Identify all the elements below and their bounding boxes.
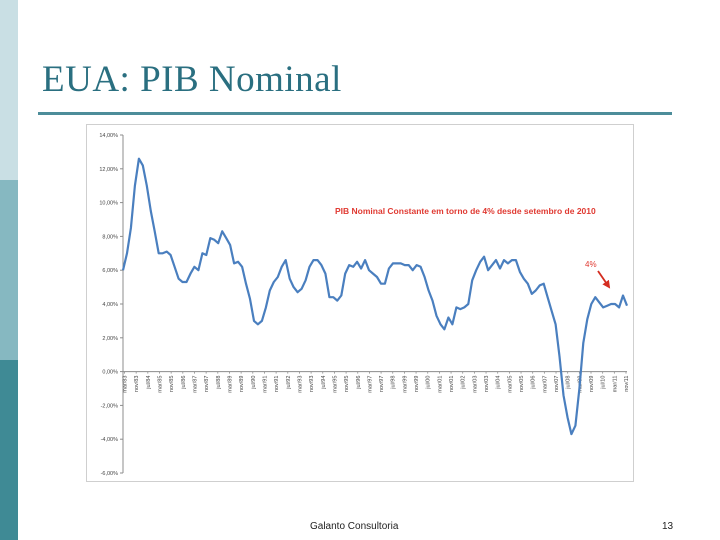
- x-tick-label: jul/10: [601, 376, 607, 390]
- series-layer: [121, 157, 629, 436]
- slide-title: EUA: PIB Nominal: [42, 59, 342, 100]
- x-tick-label: nov/09: [589, 376, 595, 393]
- title-underline: [38, 112, 672, 115]
- x-tick-label: nov/05: [519, 376, 525, 393]
- y-tick-label: -4,00%: [101, 437, 119, 443]
- gdp-series-line: [121, 157, 629, 436]
- x-tick-label: mar/11: [612, 376, 618, 393]
- page-number: 13: [662, 521, 674, 532]
- x-tick-label: nov/97: [379, 376, 385, 393]
- x-tick-label: jul/04: [496, 376, 502, 390]
- y-tick-label: 14,00%: [99, 133, 118, 139]
- y-tick-label: 6,00%: [102, 268, 118, 274]
- y-tick-label: 0,00%: [102, 370, 118, 376]
- side-bar-middle: [0, 180, 18, 360]
- gdp-line-chart: 14,00% 12,00% 10,00% 8,00% 6,00% 4,00% 2,00% 0,…: [99, 133, 630, 477]
- footer-company: Galanto Consultoria: [310, 521, 399, 532]
- annotation-layer: PIB Nominal Constante em torno de 4% des…: [335, 206, 611, 289]
- x-tick-label: nov/07: [554, 376, 560, 393]
- x-tick-label: jul/92: [286, 376, 292, 390]
- y-tick-label: 12,00%: [99, 167, 118, 173]
- x-tick-label: mar/95: [332, 376, 338, 393]
- x-tick-label: nov/83: [134, 376, 140, 393]
- x-tick-label: jul/06: [531, 376, 537, 390]
- x-tick-label: jul/96: [356, 376, 362, 390]
- x-tick-label: jul/02: [461, 376, 467, 390]
- y-tick-label: 4,00%: [102, 302, 118, 308]
- y-tick-label: 10,00%: [99, 201, 118, 207]
- x-tick-label: mar/85: [158, 376, 164, 393]
- x-tick-label: nov/11: [624, 376, 630, 392]
- x-tick-label: mar/83: [123, 376, 129, 393]
- chart-frame: 14,00% 12,00% 10,00% 8,00% 6,00% 4,00% 2,00% 0,…: [86, 124, 634, 482]
- axes-layer: 14,00% 12,00% 10,00% 8,00% 6,00% 4,00% 2,00% 0,…: [99, 133, 630, 477]
- annotation-4-percent: 4%: [585, 260, 597, 269]
- x-tick-label: mar/05: [507, 376, 513, 393]
- x-tick-label: jul/90: [251, 376, 257, 390]
- x-tick-label: mar/93: [297, 376, 303, 393]
- x-tick-label: mar/97: [367, 376, 373, 393]
- x-tick-label: mar/01: [437, 376, 443, 393]
- x-tick-label: jul/98: [391, 376, 397, 390]
- side-bar-top: [0, 0, 18, 180]
- x-tick-label: nov/95: [344, 376, 350, 393]
- x-tick-label: nov/87: [204, 376, 210, 393]
- x-tick-label: jul/00: [426, 376, 432, 390]
- x-tick-label: jul/88: [216, 376, 222, 390]
- x-tick-label: nov/85: [169, 376, 175, 393]
- x-tick-label: nov/89: [239, 376, 245, 393]
- x-tick-label: mar/99: [402, 376, 408, 393]
- x-tick-label: mar/07: [542, 376, 548, 393]
- x-tick-label: nov/01: [449, 376, 455, 393]
- y-tick-label: -6,00%: [101, 471, 119, 477]
- x-tick-label: mar/89: [228, 376, 234, 393]
- y-tick-label: 8,00%: [102, 234, 118, 240]
- x-tick-label: jul/94: [321, 376, 327, 390]
- x-tick-label: jul/86: [181, 376, 187, 390]
- x-tick-label: nov/93: [309, 376, 315, 393]
- side-bar-bottom: [0, 360, 18, 540]
- chart-title: PIB Nominal Constante em torno de 4% des…: [335, 206, 596, 216]
- x-tick-label: nov/91: [274, 376, 280, 393]
- x-tick-label: mar/87: [193, 376, 199, 393]
- x-tick-label: mar/03: [472, 376, 478, 393]
- x-tick-label: mar/91: [263, 376, 269, 393]
- y-tick-label: -2,00%: [101, 403, 119, 409]
- x-tick-label: jul/08: [566, 376, 572, 390]
- x-tick-label: nov/99: [414, 376, 420, 393]
- annotation-arrow: [597, 270, 611, 289]
- x-tick-label: nov/03: [484, 376, 490, 393]
- y-tick-label: 2,00%: [102, 336, 118, 342]
- x-tick-label: jul/84: [146, 376, 152, 390]
